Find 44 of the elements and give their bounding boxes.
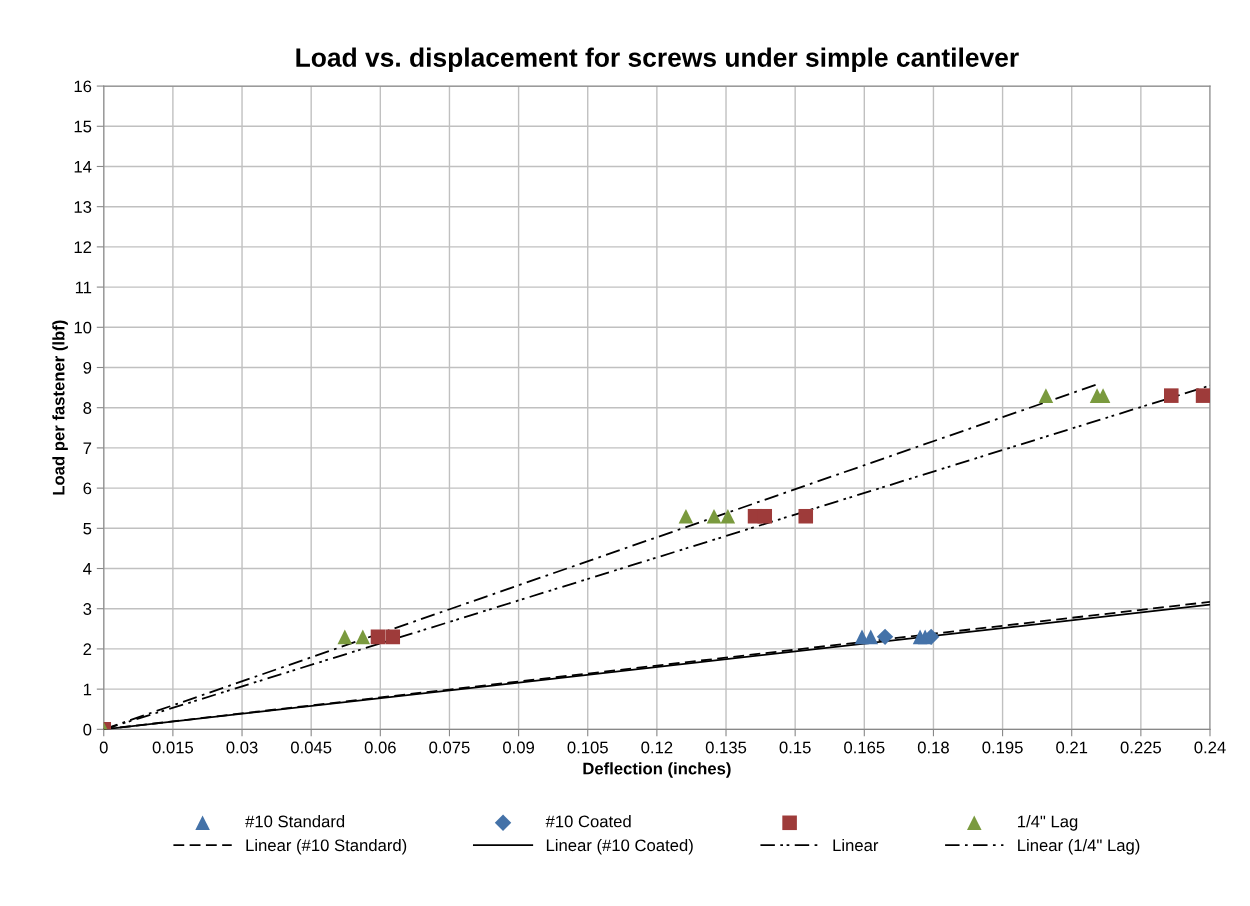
x-tick-label: 0.015: [152, 741, 194, 754]
legend-label: Linear (#10 Coated): [546, 838, 693, 855]
chart-title: Load vs. displacement for screws under simple cantilever: [296, 47, 1019, 73]
legend-label: Linear: [833, 838, 879, 852]
x-tick-label: 0.15: [779, 741, 811, 754]
y-tick-label: 6: [83, 482, 92, 495]
x-tick-label: 0.03: [226, 741, 258, 754]
x-tick-label: 0.135: [705, 741, 747, 754]
x-tick-label: 0.165: [844, 741, 885, 754]
y-tick-label: 9: [83, 361, 92, 374]
y-tick-label: 2: [83, 643, 92, 655]
x-tick-label: 0.09: [503, 741, 535, 754]
x-tick-label: 0.195: [982, 741, 1023, 754]
y-tick-label: 8: [83, 402, 92, 414]
x-tick-label: 0.21: [1056, 741, 1088, 754]
y-tick-label: 3: [83, 603, 92, 615]
x-tick-label: 0.12: [641, 741, 673, 754]
x-tick-label: 0.24: [1194, 741, 1226, 754]
x-tick-label: 0.06: [364, 741, 396, 754]
legend-label: #10 Standard: [245, 815, 345, 828]
y-tick-label: 11: [75, 281, 92, 294]
y-axis-title: Load per fastener (lbf): [52, 320, 68, 495]
y-tick-label: 16: [74, 80, 92, 93]
y-tick-label: 12: [74, 241, 92, 253]
legend-label: Linear (1/4" Lag): [1018, 838, 1140, 855]
x-tick-label: 0.105: [567, 741, 608, 754]
x-tick-label: 0.045: [290, 741, 332, 754]
y-tick-label: 4: [83, 563, 92, 575]
x-axis-title: Deflection (inches): [583, 762, 731, 778]
y-tick-label: 0: [83, 723, 92, 736]
y-tick-label: 5: [83, 522, 92, 535]
y-tick-label: 13: [74, 201, 92, 213]
y-tick-label: 1: [83, 683, 92, 696]
x-tick-label: 0.225: [1120, 741, 1162, 754]
y-tick-label: 15: [74, 120, 92, 133]
y-tick-label: 14: [74, 161, 92, 173]
y-tick-label: 10: [74, 321, 92, 334]
y-tick-label: 7: [83, 442, 92, 454]
legend-label: 1/4" Lag: [1018, 815, 1078, 831]
x-tick-label: 0: [99, 741, 108, 754]
x-tick-label: 0.18: [917, 741, 949, 754]
legend-label: Linear (#10 Standard): [246, 838, 407, 855]
legend-label: #10 Coated: [545, 815, 631, 828]
x-tick-label: 0.075: [429, 741, 470, 754]
